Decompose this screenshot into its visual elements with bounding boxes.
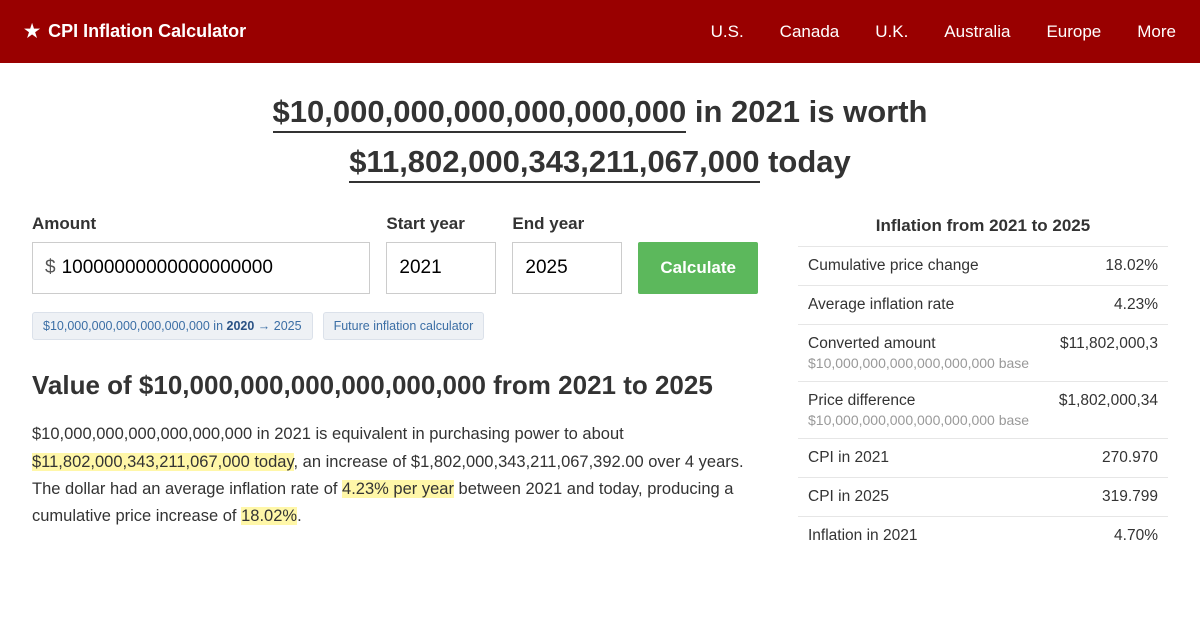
star-icon: ★ xyxy=(24,21,40,42)
table-value: $11,802,000,3 xyxy=(1060,335,1158,371)
calculate-button[interactable]: Calculate xyxy=(638,242,758,294)
amount-input[interactable] xyxy=(62,257,358,279)
start-year-label: Start year xyxy=(386,214,496,234)
table-label: Converted amount$10,000,000,000,000,000,… xyxy=(808,335,1060,371)
table-row: Inflation in 20214.70% xyxy=(798,516,1168,555)
nav-more[interactable]: More xyxy=(1137,22,1176,42)
table-sublabel: $10,000,000,000,000,000,000 base xyxy=(808,412,1059,428)
amount-input-wrap[interactable]: $ xyxy=(32,242,370,294)
hl-converted: $11,802,000,343,211,067,000 today xyxy=(32,453,294,471)
header: ★ CPI Inflation Calculator U.S. Canada U… xyxy=(0,0,1200,63)
table-label: CPI in 2025 xyxy=(808,488,1102,506)
table-value: 319.799 xyxy=(1102,488,1158,506)
calculator-form: Amount $ Start year End year xyxy=(32,214,758,294)
table-sublabel: $10,000,000,000,000,000,000 base xyxy=(808,355,1060,371)
nav-uk[interactable]: U.K. xyxy=(875,22,908,42)
nav: U.S. Canada U.K. Australia Europe More xyxy=(711,22,1176,42)
headline-amount-from: $10,000,000,000,000,000,000 xyxy=(273,94,687,133)
end-year-label: End year xyxy=(512,214,622,234)
section-heading: Value of $10,000,000,000,000,000,000 fro… xyxy=(32,368,758,403)
table-value: 4.70% xyxy=(1114,527,1158,545)
table-row: CPI in 2021270.970 xyxy=(798,438,1168,477)
brand-text: CPI Inflation Calculator xyxy=(48,21,246,42)
table-row: Converted amount$10,000,000,000,000,000,… xyxy=(798,324,1168,381)
section-paragraph: $10,000,000,000,000,000,000 in 2021 is e… xyxy=(32,421,758,530)
table-label: Price difference$10,000,000,000,000,000,… xyxy=(808,392,1059,428)
summary-title: Inflation from 2021 to 2025 xyxy=(798,214,1168,236)
end-year-input-wrap[interactable] xyxy=(512,242,622,294)
currency-symbol: $ xyxy=(45,257,56,279)
table-value: 4.23% xyxy=(1114,296,1158,314)
table-label: Average inflation rate xyxy=(808,296,1114,314)
chip-prev-year[interactable]: $10,000,000,000,000,000,000 in 2020 → 20… xyxy=(32,312,313,340)
related-chips: $10,000,000,000,000,000,000 in 2020 → 20… xyxy=(32,312,758,340)
hl-rate: 4.23% per year xyxy=(342,480,454,498)
table-row: Cumulative price change18.02% xyxy=(798,246,1168,285)
nav-us[interactable]: U.S. xyxy=(711,22,744,42)
main: $10,000,000,000,000,000,000 in 2021 is w… xyxy=(0,63,1200,555)
left-column: Amount $ Start year End year xyxy=(32,214,758,555)
headline-amount-to: $11,802,000,343,211,067,000 xyxy=(349,144,759,183)
table-row: CPI in 2025319.799 xyxy=(798,477,1168,516)
nav-europe[interactable]: Europe xyxy=(1046,22,1101,42)
amount-label: Amount xyxy=(32,214,370,234)
table-value: 270.970 xyxy=(1102,449,1158,467)
table-label: Cumulative price change xyxy=(808,257,1105,275)
chip-future-calc[interactable]: Future inflation calculator xyxy=(323,312,485,340)
table-value: $1,802,000,34 xyxy=(1059,392,1158,428)
table-label: Inflation in 2021 xyxy=(808,527,1114,545)
summary-table: Inflation from 2021 to 2025 Cumulative p… xyxy=(798,214,1168,555)
table-value: 18.02% xyxy=(1105,257,1158,275)
page-headline: $10,000,000,000,000,000,000 in 2021 is w… xyxy=(32,87,1168,186)
start-year-input[interactable] xyxy=(399,257,483,279)
nav-australia[interactable]: Australia xyxy=(944,22,1010,42)
table-label: CPI in 2021 xyxy=(808,449,1102,467)
table-row: Average inflation rate4.23% xyxy=(798,285,1168,324)
start-year-input-wrap[interactable] xyxy=(386,242,496,294)
hl-cumulative: 18.02% xyxy=(241,507,297,525)
end-year-input[interactable] xyxy=(525,257,609,279)
brand[interactable]: ★ CPI Inflation Calculator xyxy=(24,21,246,42)
nav-canada[interactable]: Canada xyxy=(780,22,840,42)
table-row: Price difference$10,000,000,000,000,000,… xyxy=(798,381,1168,438)
